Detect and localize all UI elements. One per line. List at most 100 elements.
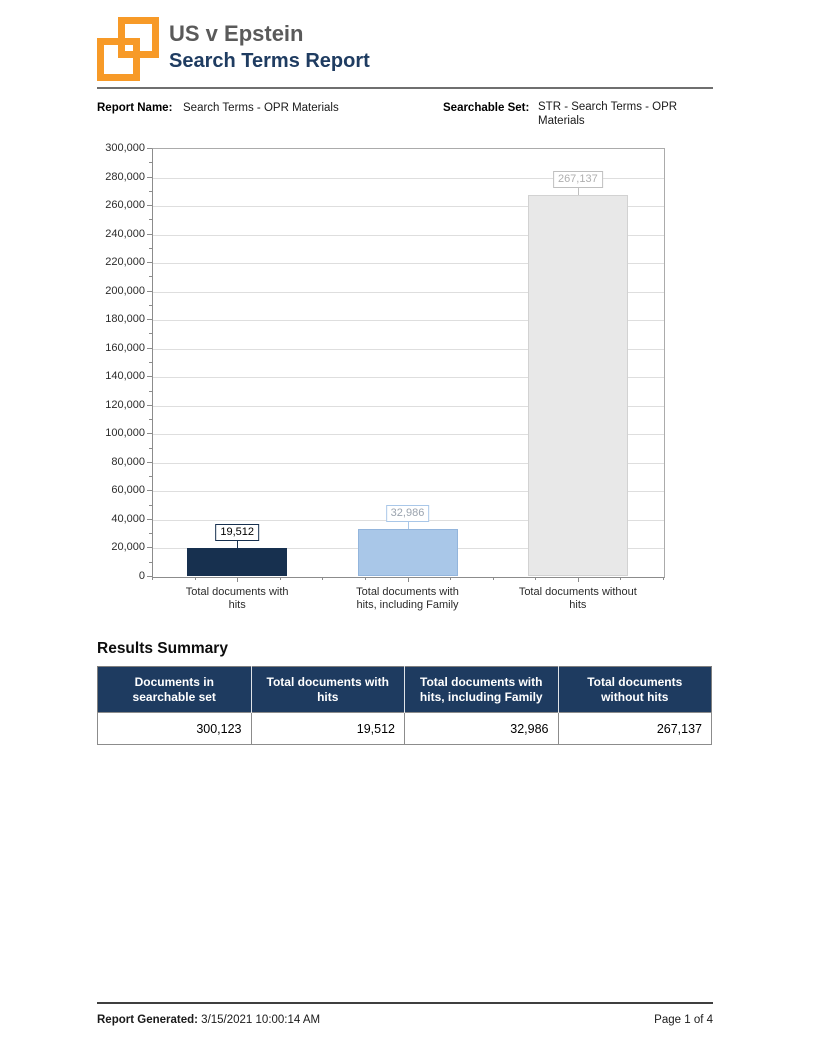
y-axis-tick-label: 60,000 <box>111 484 145 497</box>
x-axis-tick <box>620 577 622 580</box>
y-axis-major-tick <box>147 433 152 435</box>
x-axis-category-label: Total documents with hits, including Fam… <box>356 586 459 611</box>
relativity-logo-icon <box>97 17 159 81</box>
y-axis-minor-tick <box>149 219 152 221</box>
y-axis-major-tick <box>147 576 152 577</box>
report-name-value: Search Terms - OPR Materials <box>183 102 339 114</box>
header-divider <box>97 87 713 89</box>
x-axis-tick <box>322 577 324 580</box>
y-axis-major-tick <box>147 205 152 207</box>
y-axis-tick-label: 280,000 <box>105 170 145 183</box>
y-axis-minor-tick <box>149 476 152 478</box>
data-label: 267,137 <box>552 171 603 188</box>
y-gridline <box>153 291 664 293</box>
y-axis-minor-tick <box>149 561 152 563</box>
y-axis-minor-tick <box>149 419 152 421</box>
y-gridline <box>153 177 664 179</box>
col-header-total-documents-with-hits: Total documents with hits <box>250 666 405 713</box>
y-axis-major-tick <box>147 290 152 292</box>
x-axis-tick <box>237 577 239 582</box>
x-axis-tick <box>279 577 281 580</box>
value-total-documents-without-hits: 267,137 <box>557 712 712 745</box>
search-terms-bar-chart: 0 20,000 40,000 60,000 80,000 100,000 120,000 1… <box>97 142 713 620</box>
y-axis-minor-tick <box>149 162 152 164</box>
y-gridline <box>153 320 664 322</box>
y-axis-tick-label: 100,000 <box>105 427 145 440</box>
report-generated-label: Report Generated: <box>97 1014 198 1026</box>
report-name-label: Report Name: <box>97 102 173 114</box>
x-axis-tick <box>492 577 494 580</box>
x-axis-tick <box>577 577 579 582</box>
searchable-set-value: STR - Search Terms - OPR Materials <box>538 101 678 127</box>
report-title: Search Terms Report <box>169 50 370 72</box>
col-header-documents-in-searchable-set: Documents in searchable set <box>97 666 251 713</box>
y-axis-tick-label: 80,000 <box>111 455 145 468</box>
case-title: US v Epstein <box>169 21 304 46</box>
y-axis-major-tick <box>147 518 152 520</box>
bar-2 <box>357 529 458 576</box>
y-axis-tick-label: 180,000 <box>105 313 145 326</box>
y-axis-major-tick <box>147 262 152 264</box>
results-table-header-row: Documents in searchable set Total docume… <box>97 666 712 713</box>
y-axis-major-tick <box>147 233 152 235</box>
y-axis-tick-label: 0 <box>138 570 145 582</box>
x-axis-tick <box>364 577 366 580</box>
y-axis-major-tick <box>147 547 152 549</box>
y-gridline <box>153 348 664 350</box>
y-axis-major-tick <box>147 461 152 463</box>
y-axis-major-tick <box>147 347 152 349</box>
x-axis-tick <box>450 577 452 580</box>
y-axis-tick-label: 260,000 <box>105 199 145 212</box>
y-axis-tick-label: 120,000 <box>105 398 145 411</box>
footer-divider <box>97 1002 713 1004</box>
x-axis-tick <box>407 577 409 582</box>
y-axis-minor-tick <box>149 533 152 535</box>
x-axis-tick <box>194 577 196 580</box>
value-total-documents-with-hits: 19,512 <box>250 712 405 745</box>
value-total-documents-with-hits-including-family: 32,986 <box>404 712 559 745</box>
x-axis-tick <box>535 577 537 580</box>
data-label-connector <box>237 541 239 548</box>
y-axis-minor-tick <box>149 304 152 306</box>
bar-3 <box>527 195 628 576</box>
y-axis-minor-tick <box>149 276 152 278</box>
y-axis-tick-label: 300,000 <box>105 142 145 154</box>
y-axis-major-tick <box>147 490 152 492</box>
y-axis-major-tick <box>147 176 152 178</box>
results-summary-heading: Results Summary <box>97 640 228 657</box>
report-footer: Report Generated: 3/15/2021 10:00:14 AM … <box>97 1014 713 1026</box>
report-generated: Report Generated: 3/15/2021 10:00:14 AM <box>97 1014 320 1026</box>
y-gridline <box>153 377 664 379</box>
page-number: Page 1 of 4 <box>654 1014 713 1026</box>
y-axis-major-tick <box>147 319 152 321</box>
y-axis-minor-tick <box>149 504 152 506</box>
y-gridline <box>153 491 664 493</box>
data-label: 32,986 <box>385 505 430 522</box>
y-axis-tick-label: 140,000 <box>105 370 145 383</box>
searchable-set-label: Searchable Set: <box>443 102 530 114</box>
y-gridline <box>153 234 664 236</box>
data-label: 19,512 <box>215 524 259 541</box>
y-axis-minor-tick <box>149 390 152 392</box>
y-gridline <box>153 405 664 407</box>
y-axis-minor-tick <box>149 362 152 363</box>
y-gridline <box>153 206 664 208</box>
report-generated-value: 3/15/2021 10:00:14 AM <box>201 1014 321 1026</box>
x-axis-category-label: Total documents without hits <box>518 586 637 611</box>
y-axis-tick-label: 200,000 <box>105 284 145 297</box>
y-axis-tick-label: 160,000 <box>105 341 145 354</box>
y-axis-tick-label: 220,000 <box>105 256 145 269</box>
y-gridline <box>153 434 664 436</box>
y-gridline <box>153 462 664 464</box>
x-axis-tick <box>663 577 664 580</box>
y-axis-minor-tick <box>149 333 152 335</box>
bar-1 <box>187 548 288 576</box>
col-header-total-documents-without-hits: Total documents without hits <box>557 666 712 713</box>
report-header: US v Epstein Search Terms Report <box>97 17 713 83</box>
results-table-value-row: 300,123 19,512 32,986 267,137 <box>97 712 712 745</box>
title-block: US v Epstein Search Terms Report <box>169 17 370 74</box>
y-axis-minor-tick <box>149 447 152 449</box>
y-axis-minor-tick <box>149 190 152 192</box>
y-axis-tick-label: 40,000 <box>111 512 145 525</box>
